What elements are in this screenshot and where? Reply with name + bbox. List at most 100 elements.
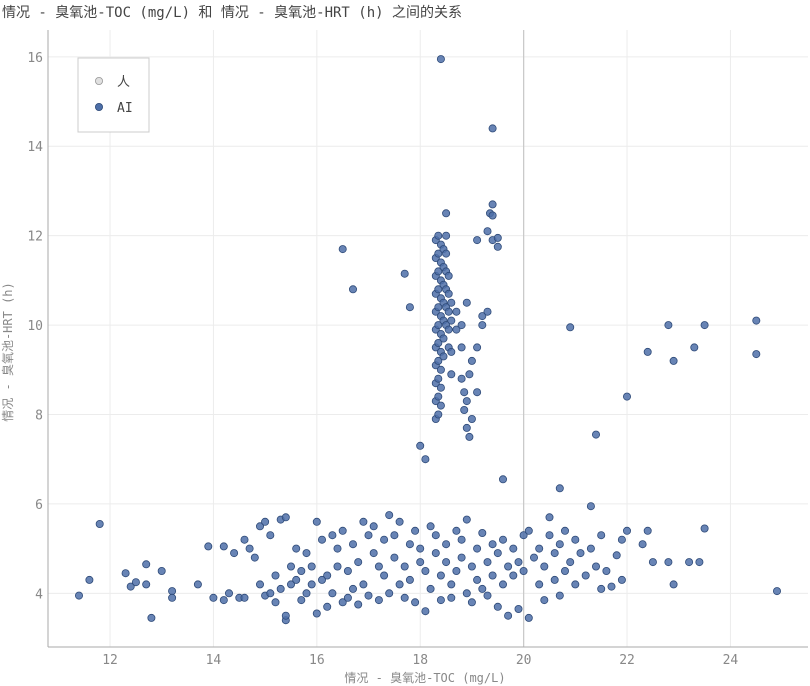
data-point [488, 571, 497, 580]
data-point [281, 611, 290, 620]
data-point [369, 549, 378, 558]
data-point [447, 298, 456, 307]
data-point [550, 575, 559, 584]
data-point [592, 562, 601, 571]
data-point [328, 589, 337, 598]
data-point [597, 584, 606, 593]
data-point [385, 511, 394, 520]
data-point [493, 233, 502, 242]
data-point [664, 321, 673, 330]
data-point [390, 531, 399, 540]
data-point [447, 593, 456, 602]
x-tick-label: 18 [412, 653, 428, 668]
data-point [462, 515, 471, 524]
data-point [447, 370, 456, 379]
data-point [488, 200, 497, 209]
x-axis-label: 情况 - 臭氧池-TOC (mg/L) [344, 670, 505, 685]
y-tick-label: 16 [27, 51, 43, 66]
data-point [271, 571, 280, 580]
data-point [586, 502, 595, 511]
data-point [669, 580, 678, 589]
data-point [447, 316, 456, 325]
data-point [286, 580, 295, 589]
data-point [700, 321, 709, 330]
data-point [317, 575, 326, 584]
y-tick-label: 10 [27, 319, 43, 334]
data-point [436, 383, 445, 392]
data-point [504, 562, 513, 571]
data-point [302, 549, 311, 558]
data-point [535, 580, 544, 589]
data-point [317, 535, 326, 544]
data-point [416, 558, 425, 567]
data-point [444, 307, 453, 316]
data-point [390, 553, 399, 562]
data-point [597, 531, 606, 540]
data-point [473, 575, 482, 584]
data-point [617, 535, 626, 544]
data-point [245, 544, 254, 553]
data-point [752, 316, 761, 325]
data-point [405, 540, 414, 549]
data-point [359, 517, 368, 526]
y-tick-label: 6 [35, 498, 43, 513]
data-point [444, 271, 453, 280]
data-point [338, 245, 347, 254]
data-point [416, 544, 425, 553]
data-point [467, 414, 476, 423]
x-tick-label: 20 [516, 653, 532, 668]
data-point [535, 544, 544, 553]
data-point [219, 596, 228, 605]
data-point [498, 475, 507, 484]
data-point [462, 397, 471, 406]
data-point [504, 611, 513, 620]
data-point [478, 321, 487, 330]
data-point [142, 580, 151, 589]
data-point [439, 352, 448, 361]
legend-box [77, 57, 150, 133]
data-point [462, 298, 471, 307]
data-point [483, 591, 492, 600]
data-point [421, 607, 430, 616]
legend-marker [95, 103, 104, 112]
data-point [266, 531, 275, 540]
data-point [444, 325, 453, 334]
data-point [648, 558, 657, 567]
data-point [555, 484, 564, 493]
data-point [514, 605, 523, 614]
data-point [434, 267, 443, 276]
data-point [224, 589, 233, 598]
data-point [302, 589, 311, 598]
data-point [400, 593, 409, 602]
data-point [204, 542, 213, 551]
data-point [540, 596, 549, 605]
data-point [147, 613, 156, 622]
data-point [566, 558, 575, 567]
data-point [354, 558, 363, 567]
data-point [586, 544, 595, 553]
data-point [364, 531, 373, 540]
data-point [240, 535, 249, 544]
x-tick-label: 16 [309, 653, 325, 668]
data-point [354, 600, 363, 609]
data-point [292, 575, 301, 584]
data-point [343, 593, 352, 602]
data-point [142, 560, 151, 569]
data-point [690, 343, 699, 352]
data-point [607, 582, 616, 591]
data-point [592, 430, 601, 439]
axes: 12 14 16 18 20 22 24 4 6 8 10 12 14 16 [27, 30, 808, 668]
data-point [434, 338, 443, 347]
data-point [442, 558, 451, 567]
data-point [436, 55, 445, 64]
data-point [343, 567, 352, 576]
data-point [752, 350, 761, 359]
data-point [395, 580, 404, 589]
data-point [473, 388, 482, 397]
data-point [323, 571, 332, 580]
x-tick-label: 24 [723, 653, 739, 668]
data-point [434, 356, 443, 365]
data-point [230, 549, 239, 558]
data-point [695, 558, 704, 567]
data-point [307, 580, 316, 589]
